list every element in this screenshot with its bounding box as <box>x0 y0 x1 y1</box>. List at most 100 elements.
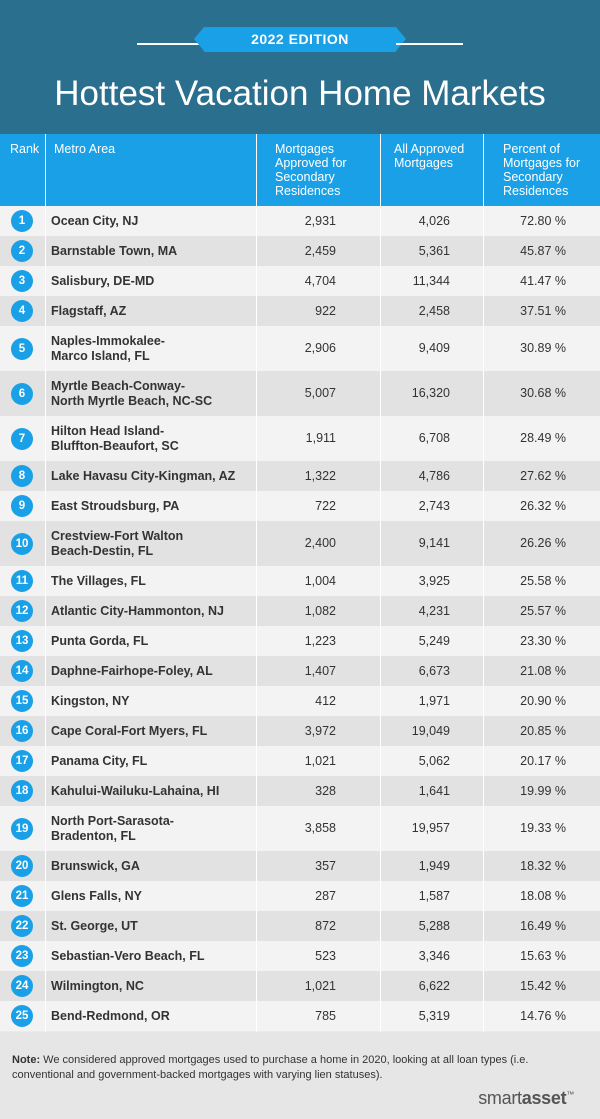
rank-badge: 15 <box>11 690 33 712</box>
metro-area-line: Sebastian-Vero Beach, FL <box>51 948 205 963</box>
metro-area-line: Glens Falls, NY <box>51 888 143 903</box>
header-banner: 2022 EDITION Hottest Vacation Home Marke… <box>0 0 600 134</box>
column-header-percent: Percent of Mortgages for Secondary Resid… <box>503 142 581 198</box>
table-row: 11 The Villages, FL 1,004 3,925 25.58 % <box>0 566 600 596</box>
footer: Note: We considered approved mortgages u… <box>0 1032 600 1119</box>
metro-area-line: Crestview-Fort Walton <box>51 528 184 543</box>
percent-secondary: 28.49 % <box>520 431 566 445</box>
percent-secondary: 18.08 % <box>520 888 566 903</box>
metro-area-line: Bluffton-Beaufort, SC <box>51 438 179 453</box>
table-row: 7 Hilton Head Island- Bluffton-Beaufort, S… <box>0 416 600 461</box>
percent-secondary: 19.99 % <box>520 783 566 798</box>
table-row: 12 Atlantic City-Hammonton, NJ 1,082 4,231 2… <box>0 596 600 626</box>
metro-area: Panama City, FL <box>51 754 147 769</box>
metro-area: Sebastian-Vero Beach, FL <box>51 949 205 964</box>
metro-area: Myrtle Beach-Conway- North Myrtle Beach, … <box>51 379 212 409</box>
table-row: 21 Glens Falls, NY 287 1,587 18.08 % <box>0 881 600 911</box>
rank-badge: 8 <box>11 465 33 487</box>
secondary-mortgages: 1,223 <box>304 633 336 648</box>
percent-secondary: 21.08 % <box>520 663 566 678</box>
secondary-mortgages: 922 <box>315 303 336 318</box>
metro-area-line: Ocean City, NJ <box>51 213 139 228</box>
metro-area-line: North Myrtle Beach, NC-SC <box>51 393 213 408</box>
table-row: 25 Bend-Redmond, OR 785 5,319 14.76 % <box>0 1001 600 1031</box>
metro-area: Kahului-Wailuku-Lahaina, HI <box>51 784 219 799</box>
secondary-mortgages: 2,931 <box>304 213 336 228</box>
rank-badge: 22 <box>11 915 33 937</box>
secondary-mortgages: 785 <box>315 1008 336 1023</box>
metro-area-line: Daphne-Fairhope-Foley, AL <box>51 663 213 678</box>
percent-secondary: 26.26 % <box>520 536 566 550</box>
rank-badge: 23 <box>11 945 33 967</box>
secondary-mortgages: 1,322 <box>304 468 336 483</box>
all-mortgages: 19,957 <box>411 821 450 835</box>
table-row: 20 Brunswick, GA 357 1,949 18.32 % <box>0 851 600 881</box>
rank-badge: 21 <box>11 885 33 907</box>
table-row: 5 Naples-Immokalee- Marco Island, FL 2,906 9… <box>0 326 600 371</box>
table-row: 3 Salisbury, DE-MD 4,704 11,344 41.47 % <box>0 266 600 296</box>
metro-area-line: Kahului-Wailuku-Lahaina, HI <box>51 783 220 798</box>
percent-secondary: 30.68 % <box>520 386 566 400</box>
percent-secondary: 20.17 % <box>520 753 566 768</box>
column-header-metro: Metro Area <box>54 142 116 156</box>
metro-area-line: Marco Island, FL <box>51 348 150 363</box>
footnote: Note: We considered approved mortgages u… <box>12 1053 592 1083</box>
rank-badge: 11 <box>11 570 33 592</box>
metro-area: Ocean City, NJ <box>51 214 138 229</box>
all-mortgages: 5,361 <box>418 243 450 258</box>
footnote-text: We considered approved mortgages used to… <box>12 1054 529 1081</box>
metro-area-line: Myrtle Beach-Conway- <box>51 378 186 393</box>
metro-area: Flagstaff, AZ <box>51 304 126 319</box>
metro-area: Hilton Head Island- Bluffton-Beaufort, SC <box>51 424 179 454</box>
all-mortgages: 9,409 <box>418 341 450 355</box>
metro-area-line: Barnstable Town, MA <box>51 243 178 258</box>
column-divider <box>256 134 257 1032</box>
metro-area: Crestview-Fort Walton Beach-Destin, FL <box>51 529 183 559</box>
metro-area-line: Beach-Destin, FL <box>51 543 154 558</box>
all-mortgages: 6,622 <box>418 978 450 993</box>
table-row: 10 Crestview-Fort Walton Beach-Destin, FL 2… <box>0 521 600 566</box>
all-mortgages: 9,141 <box>418 536 450 550</box>
percent-secondary: 27.62 % <box>520 468 566 483</box>
metro-area-line: Atlantic City-Hammonton, NJ <box>51 603 224 618</box>
rank-badge: 17 <box>11 750 33 772</box>
rank-badge: 18 <box>11 780 33 802</box>
column-divider <box>380 134 381 1032</box>
all-mortgages: 4,231 <box>418 603 450 618</box>
all-mortgages: 4,786 <box>418 468 450 483</box>
table-row: 18 Kahului-Wailuku-Lahaina, HI 328 1,641 19.… <box>0 776 600 806</box>
secondary-mortgages: 3,972 <box>304 723 336 738</box>
footnote-label: Note: <box>12 1054 41 1066</box>
secondary-mortgages: 328 <box>315 783 336 798</box>
column-header-rank: Rank <box>10 142 40 156</box>
secondary-mortgages: 1,021 <box>304 753 336 768</box>
metro-area-line: East Stroudsburg, PA <box>51 498 180 513</box>
table-row: 22 St. George, UT 872 5,288 16.49 % <box>0 911 600 941</box>
percent-secondary: 30.89 % <box>520 341 566 355</box>
percent-secondary: 25.57 % <box>520 603 566 618</box>
metro-area-line: Hilton Head Island- <box>51 423 165 438</box>
secondary-mortgages: 523 <box>315 948 336 963</box>
all-mortgages: 1,641 <box>418 783 450 798</box>
metro-area-line: Punta Gorda, FL <box>51 633 149 648</box>
edition-divider-left <box>137 43 204 45</box>
percent-secondary: 18.32 % <box>520 858 566 873</box>
percent-secondary: 41.47 % <box>520 273 566 288</box>
metro-area: Kingston, NY <box>51 694 129 709</box>
secondary-mortgages: 1,004 <box>304 573 336 588</box>
all-mortgages: 4,026 <box>418 213 450 228</box>
metro-area-line: Lake Havasu City-Kingman, AZ <box>51 468 236 483</box>
metro-area: Glens Falls, NY <box>51 889 142 904</box>
rank-badge: 12 <box>11 600 33 622</box>
percent-secondary: 20.90 % <box>520 693 566 708</box>
table-header: Rank Metro Area Mortgages Approved for S… <box>0 134 600 206</box>
percent-secondary: 19.33 % <box>520 821 566 835</box>
secondary-mortgages: 357 <box>315 858 336 873</box>
rank-badge: 4 <box>11 300 33 322</box>
column-divider <box>483 134 484 1032</box>
all-mortgages: 1,971 <box>418 693 450 708</box>
table-row: 16 Cape Coral-Fort Myers, FL 3,972 19,049 20… <box>0 716 600 746</box>
rank-badge: 1 <box>11 210 33 232</box>
metro-area-line: Bradenton, FL <box>51 828 136 843</box>
all-mortgages: 1,587 <box>418 888 450 903</box>
